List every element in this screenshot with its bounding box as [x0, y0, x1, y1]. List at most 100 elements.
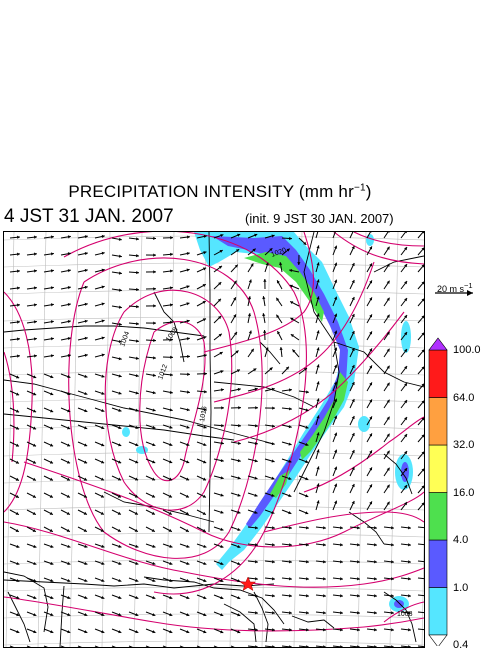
wind-arrowhead	[255, 577, 258, 580]
wind-arrowhead	[323, 577, 326, 580]
wind-arrow	[418, 527, 424, 528]
wind-arrowhead	[289, 407, 292, 410]
wind-arrowhead	[374, 526, 377, 529]
isobar-line	[334, 232, 424, 264]
wind-arrowhead	[17, 270, 20, 273]
wind-arrowhead	[170, 253, 173, 256]
colorbar-label: 1.0	[453, 582, 468, 594]
wind-arrowhead	[187, 408, 190, 411]
wind-arrowhead	[85, 320, 88, 323]
wind-arrowhead	[17, 253, 20, 256]
wind-arrowhead	[17, 303, 20, 306]
wind-arrowhead	[289, 611, 292, 614]
wind-arrow	[418, 612, 424, 613]
wind-arrowhead	[153, 339, 156, 342]
wind-arrowhead	[238, 424, 241, 427]
wind-arrowhead	[408, 560, 411, 563]
wind-scale-arrow	[433, 287, 478, 299]
wind-arrowhead	[255, 459, 258, 462]
wind-arrowhead	[391, 543, 394, 546]
isobar-line	[64, 232, 306, 594]
wind-arrowhead	[408, 594, 411, 597]
isobar-label: 1012	[157, 364, 169, 381]
wind-arrow	[10, 646, 19, 647]
wind-arrow	[44, 646, 53, 647]
wind-arrowhead	[136, 254, 139, 257]
colorbar-top-arrow	[429, 338, 447, 350]
wind-arrow	[129, 646, 138, 647]
init-time: (init. 9 JST 30 JAN. 2007)	[245, 211, 394, 226]
wind-arrowhead	[272, 406, 275, 409]
colorbar-label: 64.0	[453, 392, 474, 404]
colorbar-label: 16.0	[453, 487, 474, 499]
isobar-line	[4, 352, 14, 462]
wind-arrowhead	[374, 560, 377, 563]
wind-arrowhead	[272, 594, 275, 597]
wind-arrowhead	[153, 356, 156, 359]
colorbar-segment	[429, 540, 447, 588]
colorbar-label: 32.0	[453, 439, 474, 451]
wind-arrowhead	[136, 305, 139, 308]
wind-arrowhead	[263, 330, 266, 333]
wind-arrowhead	[289, 594, 292, 597]
wind-arrowhead	[187, 355, 190, 358]
wind-arrow	[350, 232, 354, 238]
wind-arrowhead	[306, 594, 309, 597]
isobar-label: 1004	[119, 331, 131, 348]
wind-arrowhead	[340, 594, 343, 597]
wind-arrow	[163, 646, 172, 647]
wind-arrowhead	[306, 526, 309, 529]
wind-arrowhead	[340, 611, 343, 614]
wind-arrowhead	[153, 304, 156, 307]
wind-arrowhead	[153, 270, 156, 273]
wind-arrow	[180, 646, 189, 647]
wind-arrowhead	[391, 594, 394, 597]
colorbar-label: 4.0	[453, 534, 468, 546]
colorbar-segment	[429, 350, 447, 398]
wind-arrowhead	[153, 237, 156, 240]
wind-arrow	[418, 578, 424, 579]
wind-arrowhead	[153, 253, 156, 256]
isobar-line	[4, 522, 424, 587]
precipitation-colorbar	[427, 336, 451, 646]
wind-arrow	[214, 646, 223, 647]
wind-arrowhead	[340, 577, 343, 580]
wind-arrowhead	[119, 357, 122, 360]
wind-arrowhead	[357, 543, 360, 546]
wind-arrow	[27, 646, 36, 647]
isobar-line	[140, 322, 205, 481]
wind-arrowhead	[221, 424, 224, 427]
wind-arrow	[95, 646, 104, 647]
colorbar-label: 100.0	[453, 344, 481, 356]
isobar-label: 1016	[199, 406, 209, 423]
wind-arrow	[418, 646, 424, 647]
wind-arrowhead	[272, 577, 275, 580]
wind-arrowhead	[255, 406, 258, 409]
wind-arrowhead	[136, 237, 139, 240]
wind-arrowhead	[255, 560, 258, 563]
wind-arrowhead	[357, 594, 360, 597]
wind-arrowhead	[272, 543, 275, 546]
map-title: PRECIPITATION INTENSITY (mm hr−1)	[0, 182, 440, 202]
wind-arrowhead	[323, 611, 326, 614]
colorbar-segment	[429, 445, 447, 493]
wind-arrowhead	[374, 577, 377, 580]
wind-arrowhead	[17, 287, 20, 290]
wind-arrowhead	[204, 390, 207, 393]
wind-arrowhead	[374, 628, 377, 631]
wind-arrowhead	[85, 337, 88, 340]
wind-arrowhead	[289, 577, 292, 580]
wind-arrow	[61, 646, 70, 647]
wind-arrowhead	[238, 406, 241, 409]
colorbar-segment	[429, 493, 447, 541]
wind-arrowhead	[374, 611, 377, 614]
wind-arrowhead	[306, 611, 309, 614]
wind-arrow	[401, 232, 407, 238]
wind-arrowhead	[272, 560, 275, 563]
colorbar-bottom-arrow	[429, 635, 447, 646]
wind-arrowhead	[187, 320, 190, 323]
wind-arrow	[78, 646, 87, 647]
wind-arrowhead	[272, 442, 275, 445]
wind-arrowhead	[391, 611, 394, 614]
